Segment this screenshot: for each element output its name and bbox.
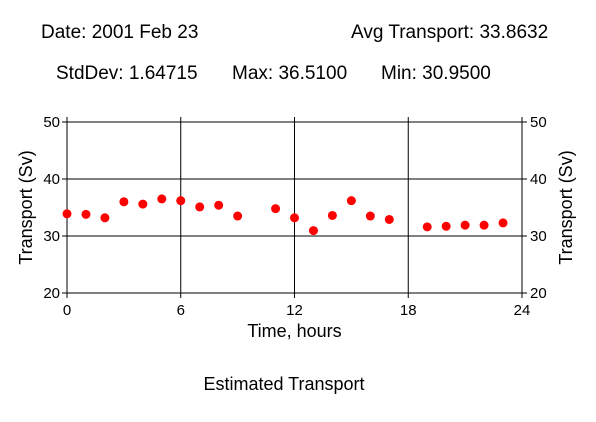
x-tick-label: 18 (400, 302, 417, 319)
max-label: Max: 36.5100 (232, 63, 348, 84)
data-point (422, 222, 432, 232)
data-point (100, 213, 110, 223)
y2-tick-label: 30 (530, 228, 547, 245)
chart-caption: Estimated Transport (203, 374, 365, 394)
x-tick-label: 0 (63, 302, 71, 319)
x-tick-label: 24 (514, 302, 531, 319)
data-point (479, 220, 489, 230)
data-point (365, 211, 375, 221)
data-point (327, 210, 337, 220)
min-label: Min: 30.9500 (381, 63, 491, 84)
data-point (498, 218, 508, 228)
data-point (81, 209, 91, 219)
y2-axis-label: Transport (Sv) (556, 150, 576, 264)
data-point (290, 213, 299, 223)
y-tick-label: 30 (43, 228, 60, 245)
data-points (62, 194, 508, 236)
y2-tick-label: 40 (530, 171, 547, 188)
x-tick-label: 6 (177, 302, 185, 319)
data-point (157, 194, 167, 204)
data-point (308, 226, 318, 236)
data-point (62, 209, 72, 219)
x-tick-label: 12 (286, 302, 303, 319)
data-point (271, 204, 281, 214)
stddev-label: StdDev: 1.64715 (56, 63, 198, 84)
data-point (384, 214, 394, 224)
data-point (233, 211, 243, 221)
y-axis-label: Transport (Sv) (16, 150, 36, 264)
y-tick-label: 40 (43, 171, 60, 188)
data-point (195, 202, 205, 212)
y-tick-label: 50 (43, 114, 60, 131)
avg-transport-label: Avg Transport: 33.8632 (351, 22, 549, 43)
data-point (176, 196, 186, 206)
data-point (119, 197, 129, 207)
data-point (138, 199, 148, 209)
data-point (346, 196, 356, 206)
x-axis-label: Time, hours (247, 321, 341, 341)
date-label: Date: 2001 Feb 23 (41, 22, 199, 43)
y2-tick-label: 20 (530, 285, 547, 302)
y2-tick-label: 50 (530, 114, 547, 131)
data-point (441, 221, 451, 231)
data-point (214, 200, 224, 210)
grid-lines (66, 121, 523, 294)
data-point (460, 220, 470, 230)
y-tick-label: 20 (43, 285, 60, 302)
